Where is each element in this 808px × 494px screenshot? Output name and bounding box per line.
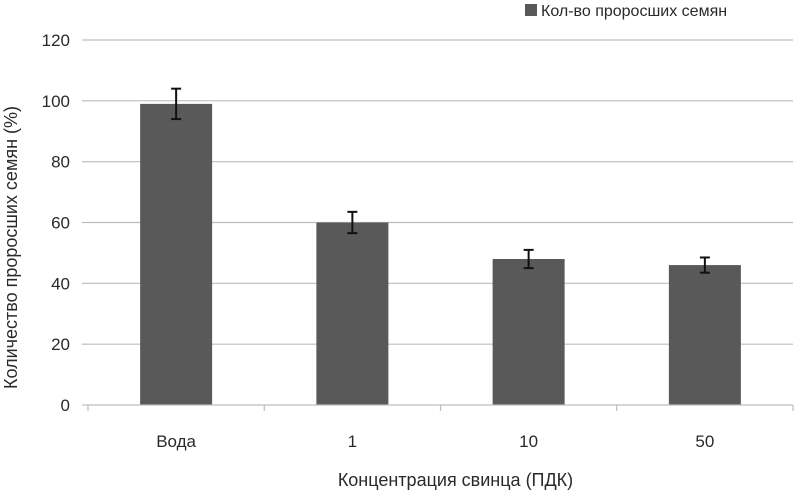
y-tick-label: 60 [51, 214, 70, 233]
y-tick-label: 120 [42, 31, 70, 50]
legend-label: Кол-во проросших семян [541, 3, 727, 20]
error-bars [171, 87, 710, 274]
legend-swatch [525, 4, 537, 16]
y-tick-label: 100 [42, 92, 70, 111]
bar-1 [316, 222, 389, 405]
x-tick-label: Вода [156, 432, 196, 451]
x-tick-label: 1 [348, 432, 357, 451]
bar-0 [140, 103, 213, 405]
y-tick-label: 20 [51, 335, 70, 354]
x-axis-title: Концентрация свинца (ПДК) [338, 470, 573, 490]
x-tick-label: 10 [519, 432, 538, 451]
bar-2 [492, 259, 565, 405]
y-tick-label: 40 [51, 274, 70, 293]
bars [140, 103, 741, 405]
x-tick-labels: Вода 1 10 50 [87, 405, 794, 451]
legend: Кол-во проросших семян [525, 3, 727, 20]
y-axis-title: Количество проросших семян (%) [1, 106, 21, 389]
bar-3 [668, 265, 741, 405]
x-tick-label: 50 [695, 432, 714, 451]
y-tick-label: 0 [61, 396, 70, 415]
y-tick-labels: 0 20 40 60 80 100 120 [42, 31, 70, 415]
y-tick-label: 80 [51, 153, 70, 172]
